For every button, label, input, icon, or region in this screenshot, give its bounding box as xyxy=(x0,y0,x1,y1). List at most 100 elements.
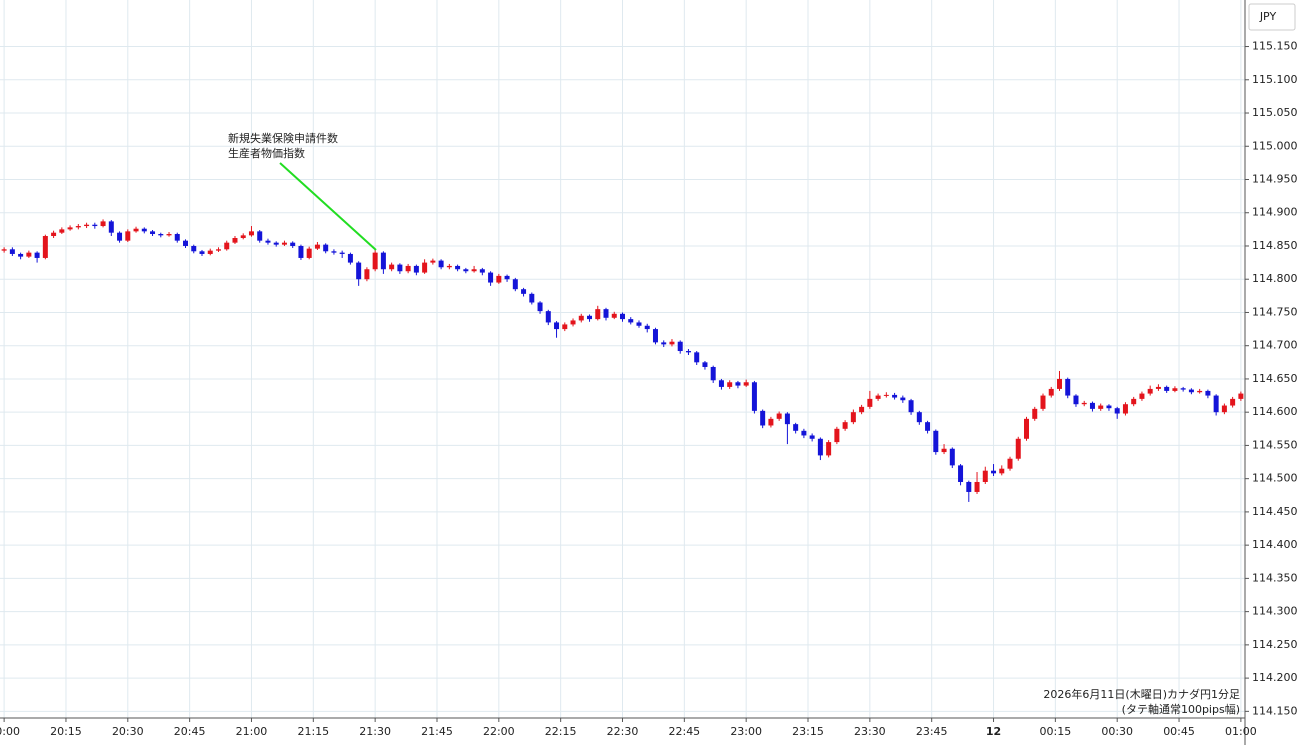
candle-body xyxy=(232,238,238,243)
x-tick-label: 20:45 xyxy=(174,725,206,738)
candle-body xyxy=(1056,378,1062,389)
candle-body xyxy=(595,309,601,320)
candle-body xyxy=(224,242,230,250)
annotation-text: 新規失業保険申請件数 xyxy=(228,131,338,145)
candle-body xyxy=(67,227,73,230)
candle-body xyxy=(1073,395,1079,405)
candle-body xyxy=(578,315,584,321)
caption: (タテ軸通常100pips幅) xyxy=(1122,702,1240,716)
candle-body xyxy=(859,406,865,413)
candle-body xyxy=(809,435,815,439)
y-tick-label: 115.100 xyxy=(1252,73,1298,86)
candle-body xyxy=(949,448,955,466)
candle-body xyxy=(1155,386,1161,389)
candle-body xyxy=(463,269,469,272)
y-tick-label: 114.750 xyxy=(1252,305,1298,318)
candle-body xyxy=(512,279,518,290)
candle-body xyxy=(669,341,675,345)
candle-body xyxy=(826,442,832,456)
candle-body xyxy=(652,329,658,343)
candle-body xyxy=(504,275,510,280)
x-tick-label: 20:00 xyxy=(0,725,20,738)
candle-body xyxy=(677,341,683,352)
candles xyxy=(1,219,1244,502)
axes: 114.150 114.200 114.250 114.300 114.350 114.4… xyxy=(0,40,1298,738)
x-tick-label: 21:30 xyxy=(359,725,391,738)
candle-body xyxy=(694,352,700,363)
candle-body xyxy=(710,366,716,381)
candle-body xyxy=(248,231,254,236)
x-tick-label: 21:00 xyxy=(236,725,268,738)
candle-body xyxy=(331,251,337,253)
x-tick-label: 21:15 xyxy=(297,725,329,738)
candle-body xyxy=(215,249,221,251)
candle-body xyxy=(916,412,922,423)
candle-body xyxy=(958,465,964,482)
y-tick-label: 114.650 xyxy=(1252,372,1298,385)
candle-body xyxy=(991,470,997,474)
x-tick-label: 22:30 xyxy=(607,725,639,738)
y-tick-label: 114.850 xyxy=(1252,239,1298,252)
candle-body xyxy=(892,394,898,398)
candle-body xyxy=(389,264,395,270)
candle-body xyxy=(240,235,246,239)
candle-body xyxy=(1197,390,1203,393)
candle-body xyxy=(801,430,807,436)
y-tick-label: 114.600 xyxy=(1252,405,1298,418)
candle-body xyxy=(1098,405,1104,409)
candle-body xyxy=(150,231,156,235)
x-tick-label: 20:30 xyxy=(112,725,144,738)
candle-body xyxy=(521,289,527,294)
candle-body xyxy=(422,262,428,273)
candle-body xyxy=(339,252,345,254)
candle-body xyxy=(488,272,494,283)
candle-body xyxy=(562,324,568,330)
candle-body xyxy=(842,422,848,429)
candle-body xyxy=(1065,378,1071,396)
candle-body xyxy=(1032,408,1038,419)
candle-body xyxy=(1205,390,1211,396)
candle-body xyxy=(438,260,444,268)
candle-body xyxy=(999,468,1005,474)
candle-body xyxy=(1139,393,1145,399)
candle-body xyxy=(413,265,419,273)
candle-body xyxy=(867,398,873,407)
candle-body xyxy=(257,231,263,241)
y-tick-label: 114.800 xyxy=(1252,272,1298,285)
candle-body xyxy=(1221,405,1227,413)
candle-body xyxy=(974,481,980,492)
candle-body xyxy=(199,251,205,254)
x-tick-label: 22:00 xyxy=(483,725,515,738)
candle-body xyxy=(479,269,485,273)
candle-body xyxy=(298,245,304,258)
candle-body xyxy=(1164,386,1170,391)
candle-body xyxy=(1230,398,1236,406)
candle-body xyxy=(84,224,90,227)
currency-label: JPY xyxy=(1259,10,1277,23)
candle-body xyxy=(793,424,799,431)
candle-body xyxy=(817,438,823,456)
candle-body xyxy=(661,342,667,345)
candle-body xyxy=(611,313,617,318)
x-tick-label: 00:15 xyxy=(1040,725,1072,738)
x-tick-label: 22:45 xyxy=(668,725,700,738)
candle-body xyxy=(1180,388,1186,390)
candle-body xyxy=(1114,408,1120,414)
candle-body xyxy=(397,264,403,272)
y-tick-label: 115.000 xyxy=(1252,139,1298,152)
candle-body xyxy=(760,410,766,426)
candle-body xyxy=(933,430,939,453)
x-tick-label: 23:00 xyxy=(730,725,762,738)
x-tick-label: 12 xyxy=(986,725,1001,738)
candle-body xyxy=(380,252,386,270)
candle-body xyxy=(620,313,625,320)
x-tick-label: 22:15 xyxy=(545,725,577,738)
x-tick-label: 01:00 xyxy=(1225,725,1257,738)
candle-body xyxy=(1081,402,1087,405)
candle-body xyxy=(908,400,914,413)
candle-body xyxy=(966,481,972,492)
candle-body xyxy=(1007,458,1013,469)
x-tick-label: 00:30 xyxy=(1101,725,1133,738)
candle-body xyxy=(570,320,576,325)
